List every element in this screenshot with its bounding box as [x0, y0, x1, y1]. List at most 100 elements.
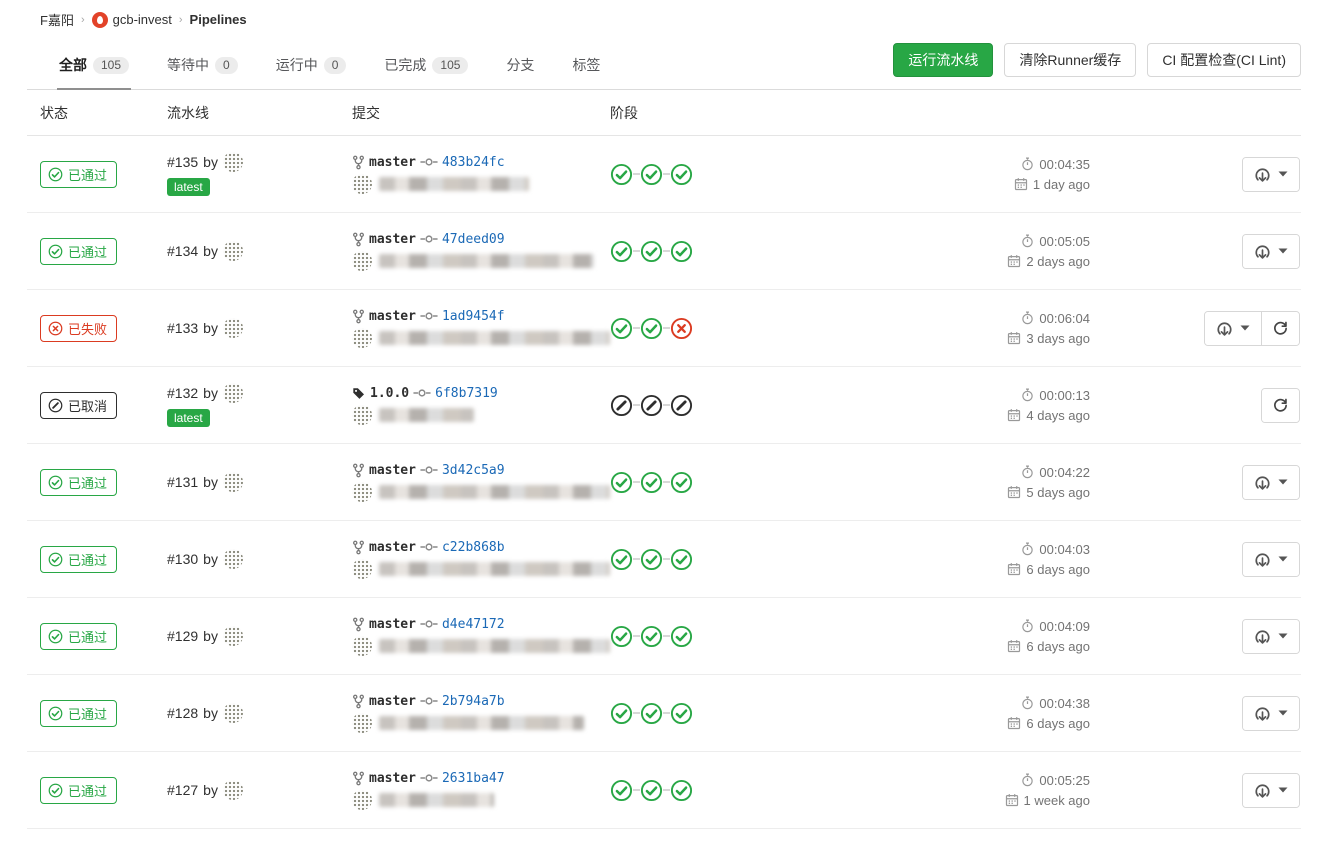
pipeline-id-link[interactable]: #133 [167, 320, 199, 336]
status-badge-passed[interactable]: 已通过 [40, 776, 118, 804]
commit-sha-link[interactable]: d4e47172 [441, 616, 505, 632]
ref-link[interactable]: 1.0.0 [370, 385, 410, 401]
pipeline-id-link[interactable]: #134 [167, 243, 199, 259]
tab-pending[interactable]: 等待中 0 [165, 39, 240, 90]
stage-passed-icon[interactable] [610, 240, 633, 263]
breadcrumb-project[interactable]: gcb-invest [91, 11, 172, 28]
stage-passed-icon[interactable] [640, 702, 663, 725]
pipeline-id-link[interactable]: #129 [167, 628, 199, 644]
commit-sha-link[interactable]: c22b868b [441, 539, 505, 555]
pipeline-id-link[interactable]: #132 [167, 385, 199, 401]
ref-link[interactable]: master [369, 308, 416, 324]
tab-branches[interactable]: 分支 [504, 39, 536, 90]
stage-passed-icon[interactable] [610, 163, 633, 186]
stage-passed-icon[interactable] [670, 548, 693, 571]
stage-passed-icon[interactable] [610, 779, 633, 802]
committer-avatar[interactable] [352, 481, 372, 502]
ci-lint-button[interactable]: CI 配置检查(CI Lint) [1147, 42, 1301, 77]
tab-running[interactable]: 运行中 0 [274, 39, 349, 90]
tab-tags[interactable]: 标签 [570, 39, 602, 90]
stage-failed-icon[interactable] [670, 317, 693, 340]
commit-sha-link[interactable]: 1ad9454f [441, 308, 505, 324]
committer-avatar[interactable] [352, 712, 372, 733]
stage-passed-icon[interactable] [610, 317, 633, 340]
committer-avatar[interactable] [352, 558, 372, 579]
download-artifacts-button[interactable] [1243, 465, 1299, 499]
download-artifacts-button[interactable] [1243, 696, 1299, 730]
commit-sha-link[interactable]: 47deed09 [441, 231, 505, 247]
commit-sha-link[interactable]: 2b794a7b [441, 693, 505, 709]
stage-passed-icon[interactable] [670, 471, 693, 494]
run-pipeline-button[interactable]: 运行流水线 [893, 42, 994, 77]
ref-link[interactable]: master [369, 539, 416, 555]
tab-all[interactable]: 全部 105 [57, 39, 132, 90]
stage-passed-icon[interactable] [610, 702, 633, 725]
ref-link[interactable]: master [369, 616, 416, 632]
status-badge-passed[interactable]: 已通过 [40, 545, 118, 573]
ref-link[interactable]: master [369, 231, 416, 247]
tab-finished[interactable]: 已完成 105 [382, 39, 470, 90]
commit-sha-link[interactable]: 2631ba47 [441, 770, 505, 786]
stage-passed-icon[interactable] [670, 163, 693, 186]
user-avatar[interactable] [222, 152, 243, 172]
user-avatar[interactable] [222, 318, 243, 338]
stage-canceled-icon[interactable] [640, 394, 663, 417]
ref-link[interactable]: master [369, 770, 416, 786]
user-avatar[interactable] [222, 780, 243, 800]
stage-passed-icon[interactable] [670, 779, 693, 802]
ref-link[interactable]: master [369, 462, 416, 478]
stage-passed-icon[interactable] [610, 471, 633, 494]
status-badge-passed[interactable]: 已通过 [40, 622, 118, 650]
stage-passed-icon[interactable] [670, 240, 693, 263]
stage-passed-icon[interactable] [640, 317, 663, 340]
user-avatar[interactable] [222, 549, 243, 569]
user-avatar[interactable] [222, 626, 243, 646]
commit-sha-link[interactable]: 3d42c5a9 [441, 462, 505, 478]
committer-avatar[interactable] [352, 173, 372, 194]
retry-pipeline-button[interactable] [1262, 388, 1299, 422]
stage-passed-icon[interactable] [640, 240, 663, 263]
user-avatar[interactable] [222, 383, 243, 403]
stage-passed-icon[interactable] [640, 548, 663, 571]
pipeline-id-link[interactable]: #127 [167, 782, 199, 798]
retry-pipeline-button[interactable] [1261, 311, 1299, 345]
pipeline-id-link[interactable]: #131 [167, 474, 199, 490]
stage-passed-icon[interactable] [640, 471, 663, 494]
download-artifacts-button[interactable] [1243, 542, 1299, 576]
ref-link[interactable]: master [369, 154, 416, 170]
clear-runner-cache-button[interactable]: 清除Runner缓存 [1004, 42, 1137, 77]
stage-passed-icon[interactable] [670, 702, 693, 725]
status-badge-failed[interactable]: 已失败 [40, 314, 118, 342]
status-badge-passed[interactable]: 已通过 [40, 160, 118, 188]
committer-avatar[interactable] [352, 250, 372, 271]
status-badge-canceled[interactable]: 已取消 [40, 391, 118, 419]
status-badge-passed[interactable]: 已通过 [40, 699, 118, 727]
stage-passed-icon[interactable] [640, 163, 663, 186]
user-avatar[interactable] [222, 241, 243, 261]
breadcrumb-group[interactable]: F嘉阳 [40, 13, 74, 28]
user-avatar[interactable] [222, 703, 243, 723]
pipeline-id-link[interactable]: #135 [167, 154, 199, 170]
download-artifacts-button[interactable] [1243, 234, 1299, 268]
committer-avatar[interactable] [352, 404, 372, 425]
status-badge-passed[interactable]: 已通过 [40, 468, 118, 496]
user-avatar[interactable] [222, 472, 243, 492]
status-badge-passed[interactable]: 已通过 [40, 237, 118, 265]
pipeline-id-link[interactable]: #128 [167, 705, 199, 721]
stage-passed-icon[interactable] [610, 548, 633, 571]
download-artifacts-button[interactable] [1243, 773, 1299, 807]
stage-passed-icon[interactable] [670, 625, 693, 648]
pipeline-id-link[interactable]: #130 [167, 551, 199, 567]
committer-avatar[interactable] [352, 635, 372, 656]
stage-canceled-icon[interactable] [670, 394, 693, 417]
committer-avatar[interactable] [352, 327, 372, 348]
download-artifacts-button[interactable] [1243, 157, 1299, 191]
stage-passed-icon[interactable] [640, 779, 663, 802]
ref-link[interactable]: master [369, 693, 416, 709]
stage-passed-icon[interactable] [640, 625, 663, 648]
download-artifacts-button[interactable] [1243, 619, 1299, 653]
commit-sha-link[interactable]: 483b24fc [441, 154, 505, 170]
download-artifacts-button[interactable] [1205, 311, 1261, 345]
commit-sha-link[interactable]: 6f8b7319 [435, 385, 498, 401]
stage-canceled-icon[interactable] [610, 394, 633, 417]
